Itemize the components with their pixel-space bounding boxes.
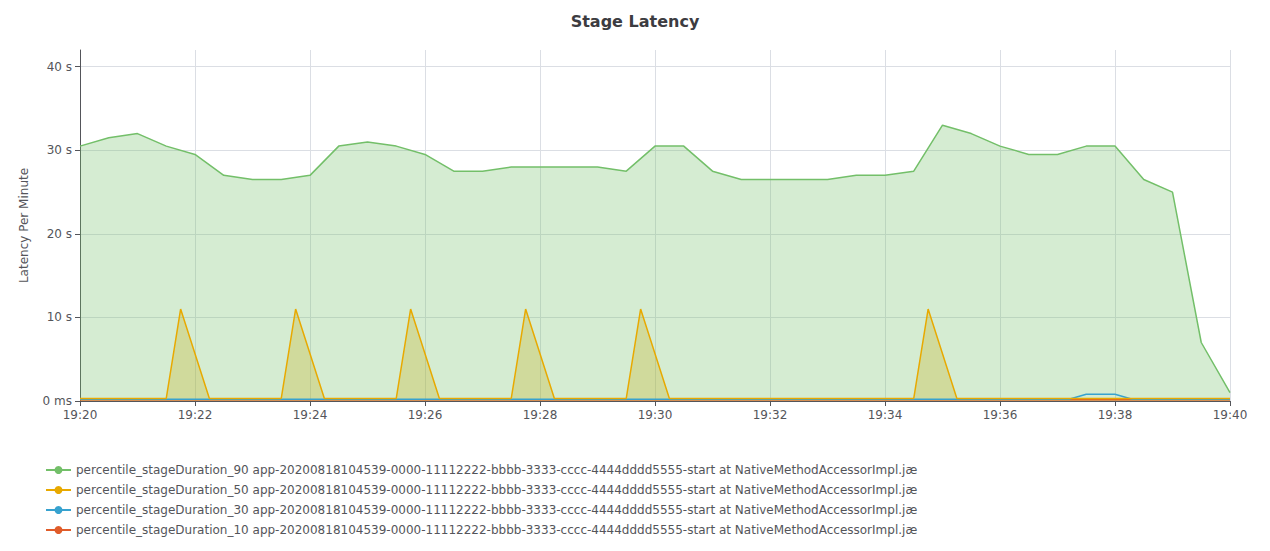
svg-text:percentile_stageDuration_50 ap: percentile_stageDuration_50 app-20200818… xyxy=(76,483,917,497)
svg-text:19:24: 19:24 xyxy=(293,408,328,422)
svg-text:percentile_stageDuration_10 ap: percentile_stageDuration_10 app-20200818… xyxy=(76,523,917,537)
svg-text:percentile_stageDuration_30 ap: percentile_stageDuration_30 app-20200818… xyxy=(76,503,917,517)
svg-text:19:36: 19:36 xyxy=(983,408,1018,422)
svg-text:Latency Per Minute: Latency Per Minute xyxy=(17,168,31,283)
svg-text:19:30: 19:30 xyxy=(638,408,673,422)
svg-text:10 s: 10 s xyxy=(47,310,72,324)
svg-text:0 ms: 0 ms xyxy=(43,394,72,408)
svg-text:19:28: 19:28 xyxy=(523,408,558,422)
svg-text:19:22: 19:22 xyxy=(178,408,213,422)
svg-text:19:20: 19:20 xyxy=(63,408,98,422)
svg-text:19:38: 19:38 xyxy=(1098,408,1133,422)
svg-text:percentile_stageDuration_90 ap: percentile_stageDuration_90 app-20200818… xyxy=(76,463,917,477)
svg-text:19:40: 19:40 xyxy=(1213,408,1248,422)
svg-text:19:32: 19:32 xyxy=(753,408,788,422)
svg-text:19:34: 19:34 xyxy=(868,408,903,422)
svg-text:30 s: 30 s xyxy=(47,143,72,157)
svg-text:20 s: 20 s xyxy=(47,227,72,241)
svg-text:19:26: 19:26 xyxy=(408,408,443,422)
svg-text:40 s: 40 s xyxy=(47,60,72,74)
svg-text:Stage Latency: Stage Latency xyxy=(571,12,700,31)
